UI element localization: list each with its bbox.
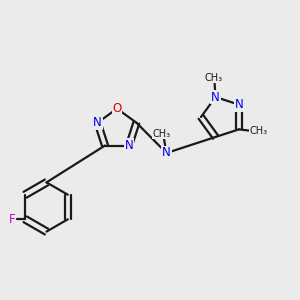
Text: CH₃: CH₃ <box>205 73 223 82</box>
Text: N: N <box>93 116 102 129</box>
Text: N: N <box>124 139 134 152</box>
Text: CH₃: CH₃ <box>153 128 171 139</box>
Text: O: O <box>112 102 122 115</box>
Text: N: N <box>235 98 243 111</box>
Text: F: F <box>8 213 15 226</box>
Text: N: N <box>211 91 220 103</box>
Text: CH₃: CH₃ <box>249 126 268 136</box>
Text: N: N <box>162 146 171 160</box>
